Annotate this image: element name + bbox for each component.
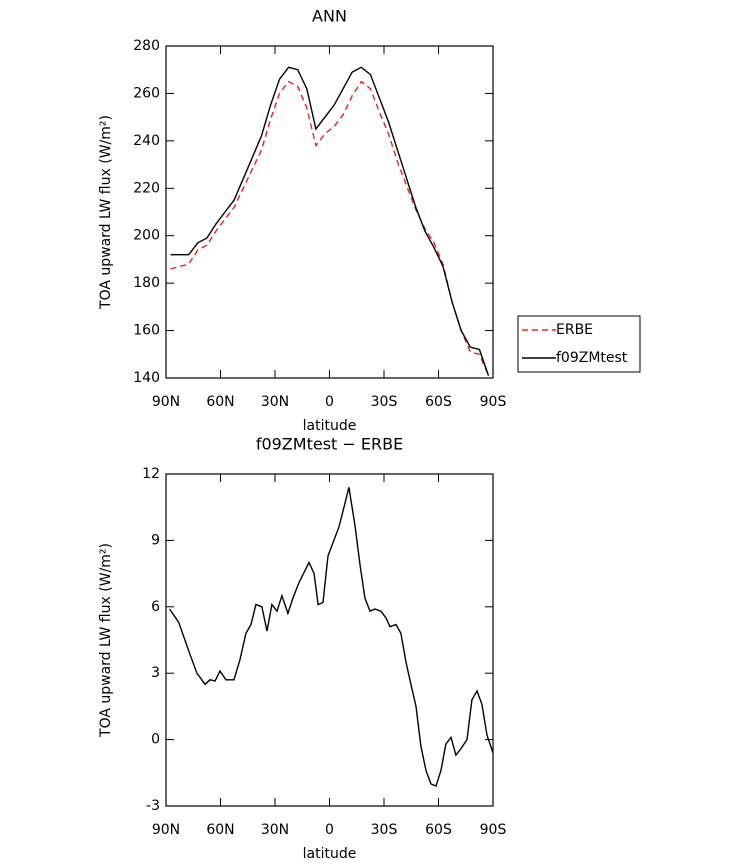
y-tick-label: 12 [142, 466, 160, 482]
chart-title: f09ZMtest − ERBE [256, 435, 403, 454]
x-tick-label: 30N [261, 822, 289, 838]
y-tick-label: 6 [151, 599, 160, 615]
x-tick-label: 60S [425, 822, 452, 838]
y-tick-label: 180 [133, 275, 160, 291]
data-line [170, 66, 490, 376]
chart-title: ANN [312, 7, 347, 26]
x-tick-label: 90N [152, 822, 180, 838]
y-axis-label: TOA upward LW flux (W/m²) [98, 115, 114, 310]
y-tick-label: 220 [133, 180, 160, 196]
x-tick-label: 90S [480, 394, 507, 410]
x-tick-label: 60N [206, 394, 234, 410]
legend-label: f09ZMtest [556, 350, 628, 366]
y-tick-label: 200 [133, 228, 160, 244]
legend: ERBE f09ZMtest [517, 315, 641, 373]
x-tick-label: 60S [425, 394, 452, 410]
x-tick-label: 90S [480, 822, 507, 838]
x-axis-label: latitude [303, 846, 357, 862]
x-tick-label: 30S [371, 394, 398, 410]
x-tick-label: 30S [371, 822, 398, 838]
y-tick-label: 9 [151, 532, 160, 548]
x-tick-label: 90N [152, 394, 180, 410]
legend-label: ERBE [556, 322, 593, 338]
y-tick-label: 160 [133, 323, 160, 339]
y-tick-label: 260 [133, 85, 160, 101]
legend-box [517, 315, 641, 373]
chart: f09ZMtest − ERBE latitude TOA upward LW fl… [98, 435, 506, 863]
y-tick-label: 280 [133, 38, 160, 54]
data-line [169, 487, 494, 788]
x-tick-label: 60N [206, 822, 234, 838]
x-tick-label: 30N [261, 394, 289, 410]
y-tick-label: -3 [146, 798, 160, 814]
y-tick-label: 0 [151, 732, 160, 748]
x-tick-label: 0 [325, 822, 334, 838]
y-tick-label: 140 [133, 370, 160, 386]
x-tick-label: 0 [325, 394, 334, 410]
y-axis-label: TOA upward LW flux (W/m²) [98, 543, 114, 738]
data-line [170, 80, 490, 376]
chart: ANN latitude TOA upward LW flux (W/m²) 140 1… [98, 7, 641, 434]
y-tick-label: 3 [151, 665, 160, 681]
y-tick-label: 240 [133, 133, 160, 149]
x-axis-label: latitude [303, 418, 357, 434]
plot-frame [165, 45, 494, 379]
